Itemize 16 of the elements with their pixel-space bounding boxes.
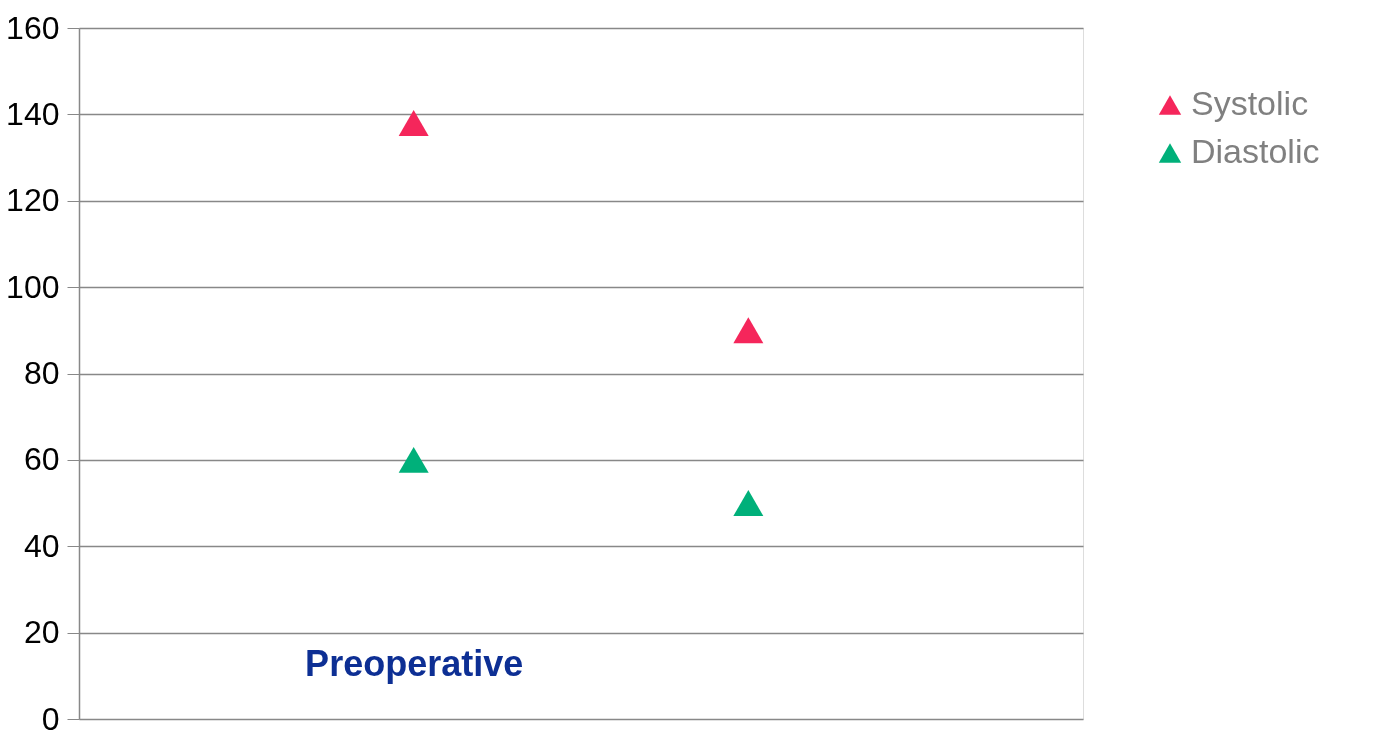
point bbox=[398, 446, 429, 473]
y-tick-label: 20 bbox=[23, 614, 60, 651]
point bbox=[398, 110, 429, 136]
y-tick-label: 60 bbox=[23, 441, 60, 478]
point bbox=[733, 317, 764, 344]
y-tick-label: 120 bbox=[6, 182, 60, 219]
x-tick-label: Preoperative bbox=[305, 642, 524, 684]
y-tick-label: 100 bbox=[6, 268, 60, 305]
y-tick-label: 0 bbox=[41, 700, 60, 737]
legend-label: Systolic bbox=[1191, 84, 1309, 122]
y-tick-label: 160 bbox=[6, 9, 60, 46]
y-tick-label: 80 bbox=[23, 355, 60, 391]
y-tick-label: 140 bbox=[6, 95, 60, 132]
y-tick-label: 40 bbox=[23, 527, 60, 564]
point bbox=[733, 490, 764, 517]
legend-label: Diastolic bbox=[1191, 132, 1320, 170]
